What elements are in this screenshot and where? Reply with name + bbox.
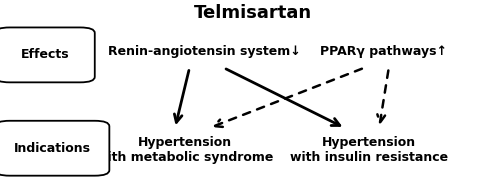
FancyBboxPatch shape [0, 121, 109, 176]
Text: Renin-angiotensin system↓: Renin-angiotensin system↓ [108, 45, 300, 58]
Text: PPARγ pathways↑: PPARγ pathways↑ [320, 45, 448, 58]
Text: Effects: Effects [21, 48, 69, 61]
Text: Hypertension
with metabolic syndrome: Hypertension with metabolic syndrome [96, 136, 273, 164]
Text: Telmisartan: Telmisartan [193, 4, 312, 22]
FancyBboxPatch shape [0, 27, 95, 82]
Text: Hypertension
with insulin resistance: Hypertension with insulin resistance [290, 136, 449, 164]
Text: Indications: Indications [14, 142, 90, 155]
